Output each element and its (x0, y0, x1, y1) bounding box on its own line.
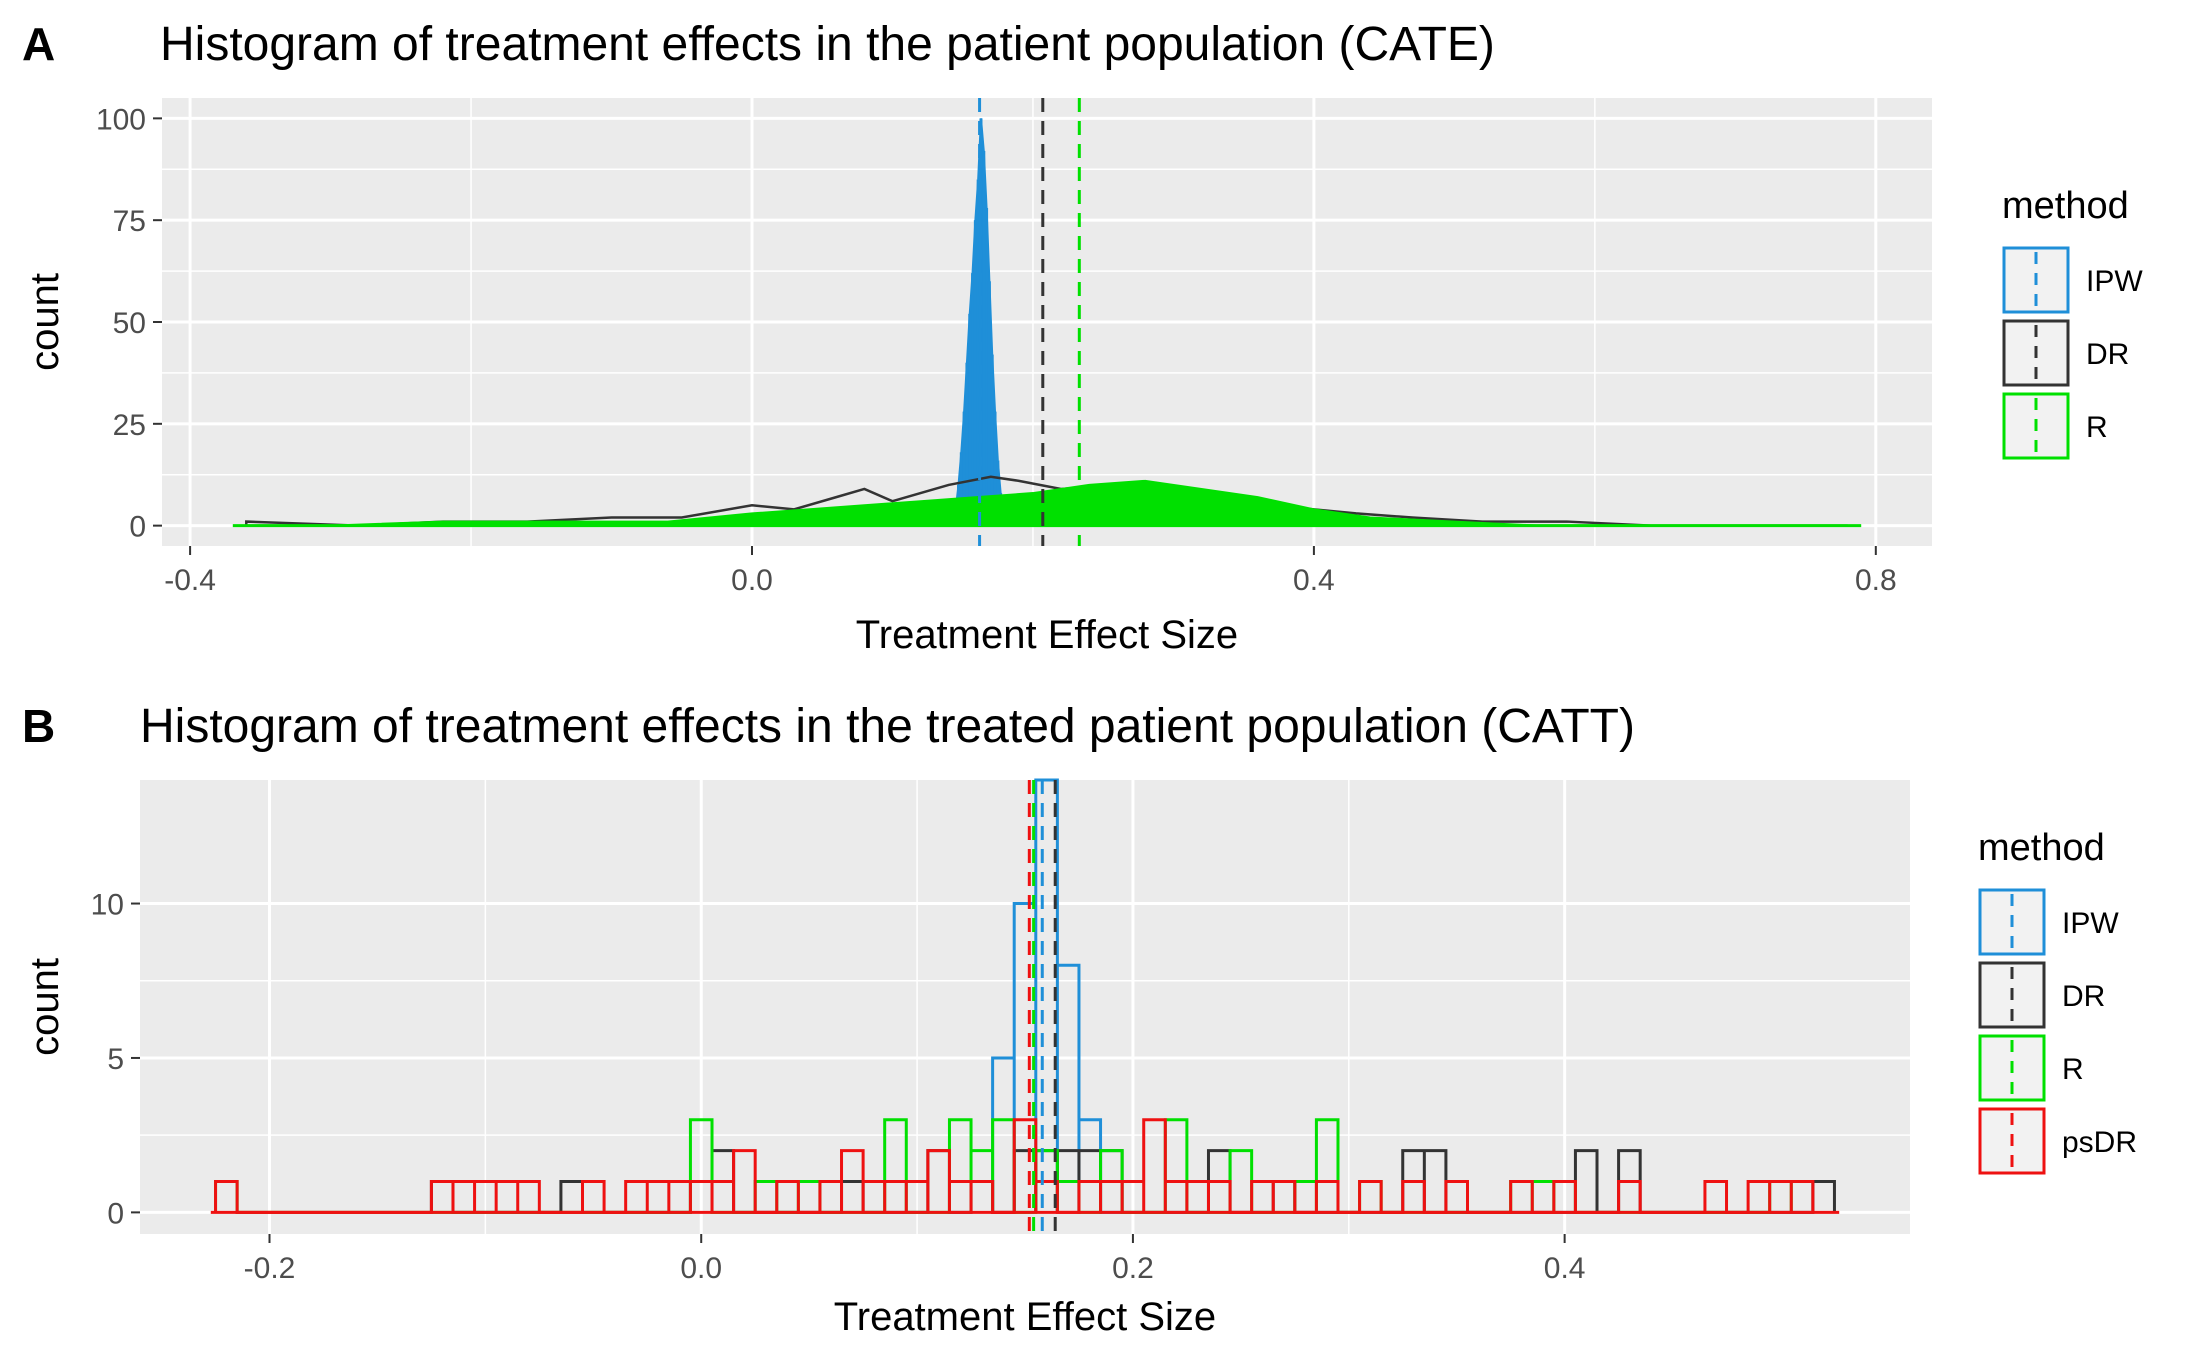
hist-bar (962, 411, 966, 526)
panel-b: B Histogram of treatment effects in the … (22, 700, 2137, 1339)
hist-bar (1087, 484, 1091, 526)
x-tick-label: 0.4 (1293, 564, 1335, 597)
panel-label-a: A (22, 18, 55, 70)
y-axis-b: 0 5 10 (91, 889, 140, 1230)
legend-label: psDR (2062, 1126, 2137, 1159)
x-axis-b: -0.2 0.0 0.2 0.4 (244, 1234, 1586, 1285)
series-dr (245, 475, 1848, 527)
hist-bar (971, 273, 975, 526)
panel-a: A Histogram of treatment effects in the … (22, 18, 2143, 657)
legend-item-ipw: IPW (1978, 888, 2119, 956)
series-psdr (214, 1118, 1815, 1214)
panel-label-b: B (22, 700, 55, 752)
hist-bar (806, 509, 810, 526)
chart-title-a: Histogram of treatment effects in the pa… (160, 18, 1495, 71)
y-axis-title-a: count (23, 273, 67, 371)
y-axis-title-b: count (23, 958, 67, 1056)
legend-item-r: R (2002, 392, 2108, 460)
legend-item-r: R (1978, 1034, 2084, 1102)
hist-bar (1368, 517, 1372, 526)
hist-bar (441, 521, 445, 526)
hist-outline-psdr (214, 1118, 1815, 1214)
legend-label: IPW (2062, 907, 2119, 940)
legend-label: R (2062, 1053, 2084, 1086)
hist-bar (965, 362, 969, 526)
hist-bar (985, 207, 989, 526)
grid-a (162, 98, 1932, 546)
chart-title-b: Histogram of treatment effects in the tr… (140, 700, 1635, 753)
mean-lines-b (1027, 780, 1057, 1234)
hist-bar (1312, 509, 1316, 526)
hist-bar (987, 281, 991, 526)
hist-bar (993, 411, 997, 526)
x-tick-label: 0.4 (1544, 1252, 1586, 1285)
hist-bar (862, 505, 866, 526)
y-tick-label: 100 (96, 103, 146, 136)
legend-item-psdr: psDR (1978, 1107, 2137, 1175)
x-tick-label: 0.8 (1855, 564, 1897, 597)
series-ipw (954, 118, 1003, 527)
legend-item-dr: DR (1978, 961, 2105, 1029)
x-tick-label: -0.4 (164, 564, 216, 597)
legend-title: method (2002, 185, 2129, 227)
bars-a (232, 118, 1862, 528)
hist-bar (1256, 497, 1260, 526)
y-tick-label: 5 (107, 1043, 124, 1076)
hist-bar (1143, 480, 1147, 526)
x-axis-title-a: Treatment Effect Size (856, 613, 1238, 657)
plot-panel-b (140, 780, 1910, 1234)
legend-item-dr: DR (2002, 319, 2129, 387)
y-tick-label: 50 (113, 307, 146, 340)
hist-outline-dr (245, 475, 1848, 527)
bars-b (210, 778, 1840, 1214)
x-axis-a: -0.4 0.0 0.4 0.8 (164, 546, 1897, 597)
hist-bar (975, 497, 979, 526)
legend-label: DR (2062, 980, 2105, 1013)
hist-bar (979, 118, 983, 526)
hist-bar (1031, 493, 1035, 526)
hist-bar (919, 501, 923, 526)
mean-lines-a (978, 98, 1081, 546)
hist-bar (973, 220, 977, 526)
legend-item-ipw: IPW (2002, 246, 2143, 314)
x-tick-label: 0.0 (731, 564, 773, 597)
hist-bar (553, 521, 557, 526)
hist-bar (1452, 521, 1456, 526)
x-tick-label: -0.2 (244, 1252, 296, 1285)
hist-bar (1200, 488, 1204, 526)
hist-bar (666, 521, 670, 526)
legend-title: method (1978, 827, 2105, 869)
x-tick-label: 0.2 (1112, 1252, 1154, 1285)
hist-bar (959, 452, 963, 526)
hist-bar (996, 460, 1000, 526)
y-axis-a: 0 25 50 75 100 (96, 103, 162, 544)
y-tick-label: 0 (129, 511, 146, 544)
legend-a: method IPW DR R (2002, 185, 2143, 460)
legend-label: IPW (2086, 265, 2143, 298)
y-tick-label: 0 (107, 1197, 124, 1230)
hist-bar (750, 513, 754, 526)
hist-bar (990, 354, 994, 526)
legend-label: R (2086, 411, 2108, 444)
y-tick-label: 75 (113, 205, 146, 238)
x-tick-label: 0.0 (680, 1252, 722, 1285)
y-tick-label: 10 (91, 889, 124, 922)
y-tick-label: 25 (113, 409, 146, 442)
x-axis-title-b: Treatment Effect Size (834, 1295, 1216, 1339)
hist-bar (982, 150, 986, 526)
legend-label: DR (2086, 338, 2129, 371)
hist-bar (968, 313, 972, 526)
